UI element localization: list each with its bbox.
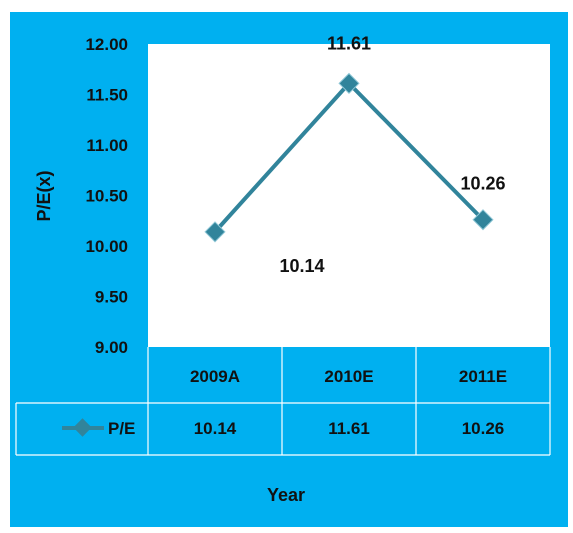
x-category-label: 2009A — [190, 367, 240, 386]
data-label: 10.26 — [460, 174, 505, 194]
y-tick-label: 9.50 — [95, 288, 128, 307]
data-point-marker — [338, 72, 360, 94]
y-tick-label: 12.00 — [85, 35, 128, 54]
table-value-cell: 10.26 — [462, 419, 505, 438]
table-legend-key — [62, 418, 104, 437]
y-tick-label: 10.00 — [85, 237, 128, 256]
data-point-marker — [204, 221, 226, 243]
x-axis-title: Year — [267, 485, 305, 505]
data-label: 11.61 — [327, 33, 371, 53]
table-series-label: P/E — [108, 419, 135, 438]
data-table — [15, 347, 551, 456]
y-tick-label: 9.00 — [95, 338, 128, 357]
table-value-cell: 10.14 — [194, 419, 237, 438]
y-tick-label: 11.00 — [86, 136, 128, 155]
y-tick-label: 11.50 — [86, 86, 128, 105]
y-axis-title: P/E(x) — [34, 170, 54, 221]
data-label: 10.14 — [279, 256, 324, 276]
plot-area — [148, 44, 550, 347]
x-category-label: 2011E — [459, 367, 507, 386]
y-tick-label: 10.50 — [85, 187, 128, 206]
table-value-cell: 11.61 — [328, 419, 370, 438]
x-category-label: 2010E — [324, 367, 373, 386]
data-point-marker — [472, 209, 494, 231]
